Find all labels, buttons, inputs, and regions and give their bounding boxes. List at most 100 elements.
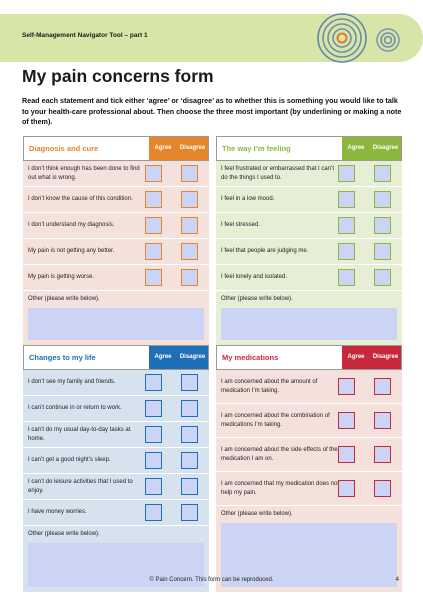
statement-text: I feel that people are judging me. [221, 248, 309, 255]
agree-checkbox[interactable] [145, 191, 162, 208]
disagree-checkbox[interactable] [181, 165, 198, 182]
statement-row: I don’t see my family and friends. [23, 370, 209, 396]
disagree-checkbox[interactable] [181, 452, 198, 469]
disagree-checkbox[interactable] [374, 243, 391, 260]
statement-row: I have money worries. [23, 500, 209, 526]
disagree-checkbox[interactable] [181, 426, 198, 443]
disagree-checkbox[interactable] [374, 165, 391, 182]
statement-row: My pain is getting worse. [23, 265, 209, 291]
other-label: Other (please write below). [221, 511, 293, 517]
other-write-area[interactable] [221, 308, 397, 340]
disagree-checkbox[interactable] [181, 504, 198, 521]
disagree-checkbox[interactable] [181, 374, 198, 391]
agree-checkbox[interactable] [338, 217, 355, 234]
statement-row: I feel frustrated or embarrassed that I … [216, 161, 402, 187]
agree-column-header: Agree [342, 137, 370, 160]
agree-checkbox[interactable] [145, 452, 162, 469]
agree-checkbox[interactable] [338, 446, 355, 463]
panel-my-medications: My medications Agree Disagree I am conce… [216, 345, 402, 592]
statement-text: I feel stressed. [221, 222, 261, 229]
statement-row: I can’t do my usual day-to-day tasks at … [23, 422, 209, 448]
agree-checkbox[interactable] [338, 191, 355, 208]
agree-checkbox[interactable] [338, 243, 355, 260]
agree-checkbox[interactable] [145, 504, 162, 521]
agree-checkbox[interactable] [145, 243, 162, 260]
agree-checkbox[interactable] [145, 269, 162, 286]
statement-text: I can’t continue in or return to work. [28, 405, 122, 412]
page-title: My pain concerns form [22, 66, 214, 86]
statement-text: I feel lonely and isolated. [221, 274, 288, 281]
disagree-checkbox[interactable] [181, 217, 198, 234]
statement-text: I am concerned about the side effects of… [221, 447, 338, 462]
statement-text: I don’t see my family and friends. [28, 379, 116, 386]
statement-text: I feel frustrated or embarrassed that I … [221, 166, 335, 181]
agree-checkbox[interactable] [145, 426, 162, 443]
statement-text: I can’t do leisure activities that I use… [28, 479, 133, 494]
disagree-checkbox[interactable] [374, 269, 391, 286]
other-section: Other (please write below). [23, 526, 209, 592]
panel-title: Diagnosis and cure [29, 144, 99, 153]
statement-row: I feel stressed. [216, 213, 402, 239]
statement-row: I am concerned about the amount of medic… [216, 370, 402, 404]
panel-the-way-im-feeling: The way I’m feeling Agree Disagree I fee… [216, 136, 402, 345]
footer-copyright: © Pain Concern. This form can be reprodu… [149, 577, 274, 583]
other-label: Other (please write below). [221, 296, 293, 302]
statement-text: I feel in a low mood. [221, 196, 275, 203]
panel-title: Changes to my life [29, 353, 96, 362]
disagree-checkbox[interactable] [181, 400, 198, 417]
disagree-checkbox[interactable] [374, 412, 391, 429]
disagree-checkbox[interactable] [374, 446, 391, 463]
statement-row: I don’t understand my diagnosis. [23, 213, 209, 239]
statement-row: My pain is not getting any better. [23, 239, 209, 265]
agree-column-header: Agree [149, 137, 177, 160]
other-label: Other (please write below). [28, 531, 100, 537]
statement-row: I don’t know the cause of this condition… [23, 187, 209, 213]
statement-row: I feel that people are judging me. [216, 239, 402, 265]
panel-body: I am concerned about the amount of medic… [216, 370, 402, 592]
statement-text: I don’t know the cause of this condition… [28, 196, 133, 203]
disagree-checkbox[interactable] [374, 217, 391, 234]
statement-row: I am concerned about the side effects of… [216, 438, 402, 472]
statement-row: I feel in a low mood. [216, 187, 402, 213]
panel-header: The way I’m feeling Agree Disagree [216, 136, 402, 161]
other-write-area[interactable] [28, 543, 204, 587]
page-number: 4 [395, 577, 399, 583]
header-title: Self-Management Navigator Tool – part 1 [22, 32, 148, 39]
disagree-column-header: Disagree [177, 137, 208, 160]
agree-checkbox[interactable] [145, 478, 162, 495]
disagree-checkbox[interactable] [181, 478, 198, 495]
agree-checkbox[interactable] [338, 378, 355, 395]
agree-checkbox[interactable] [338, 480, 355, 497]
statement-text: I am concerned about the combination of … [221, 413, 330, 428]
concentric-circles-logo [317, 13, 400, 63]
statement-row: I can’t do leisure activities that I use… [23, 474, 209, 500]
agree-checkbox[interactable] [145, 374, 162, 391]
disagree-checkbox[interactable] [374, 191, 391, 208]
other-label: Other (please write below). [28, 296, 100, 302]
panel-body: I don’t think enough has been done to fi… [23, 161, 209, 345]
panel-body: I feel frustrated or embarrassed that I … [216, 161, 402, 345]
statement-row: I am concerned about the combination of … [216, 404, 402, 438]
disagree-checkbox[interactable] [181, 243, 198, 260]
agree-checkbox[interactable] [338, 269, 355, 286]
other-write-area[interactable] [28, 308, 204, 340]
disagree-checkbox[interactable] [374, 378, 391, 395]
statement-row: I can’t continue in or return to work. [23, 396, 209, 422]
panel-header: My medications Agree Disagree [216, 345, 402, 370]
disagree-checkbox[interactable] [181, 191, 198, 208]
statement-row: I can’t get a good night’s sleep. [23, 448, 209, 474]
other-write-area[interactable] [221, 523, 397, 587]
disagree-checkbox[interactable] [374, 480, 391, 497]
agree-checkbox[interactable] [338, 412, 355, 429]
statement-text: My pain is not getting any better. [28, 248, 115, 255]
agree-checkbox[interactable] [145, 217, 162, 234]
panel-body: I don’t see my family and friends. I can… [23, 370, 209, 592]
disagree-checkbox[interactable] [181, 269, 198, 286]
statement-text: My pain is getting worse. [28, 274, 95, 281]
agree-checkbox[interactable] [145, 400, 162, 417]
statement-text: I don’t think enough has been done to fi… [28, 166, 140, 181]
agree-checkbox[interactable] [338, 165, 355, 182]
statement-text: I can’t do my usual day-to-day tasks at … [28, 427, 131, 442]
agree-checkbox[interactable] [145, 165, 162, 182]
panel-diagnosis-and-cure: Diagnosis and cure Agree Disagree I don’… [23, 136, 209, 345]
